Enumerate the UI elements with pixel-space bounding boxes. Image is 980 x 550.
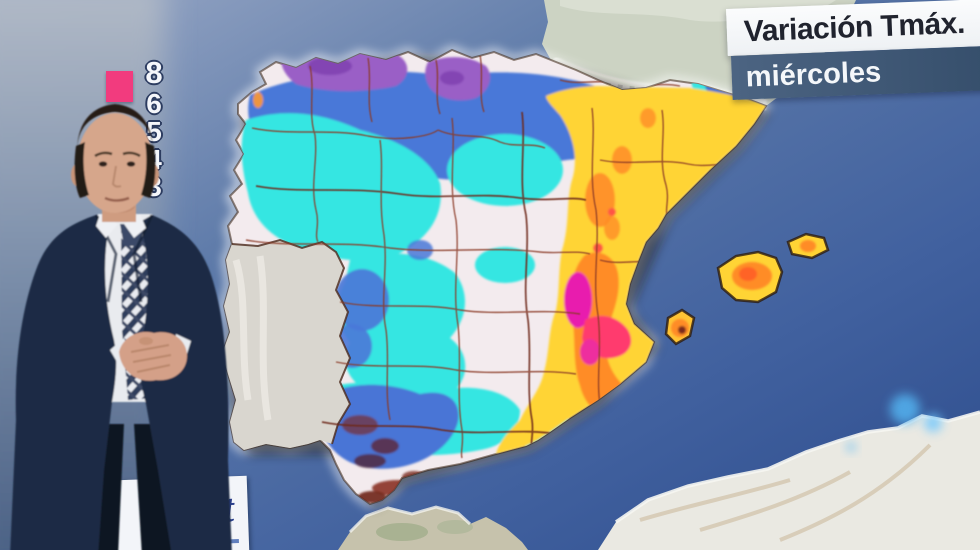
portugal-land: [222, 238, 352, 450]
presenter-hair: [74, 142, 89, 198]
temperature-regions: [241, 50, 766, 503]
scale-value: 8: [145, 55, 163, 90]
day-banner-text: miércoles: [745, 55, 882, 93]
day-banner: miércoles: [731, 45, 980, 100]
balearic-hotspots: [671, 240, 816, 337]
weather-presenter: [10, 104, 232, 550]
presenter-collar: [96, 214, 118, 238]
presenter-head: [77, 113, 153, 213]
africa-land: [338, 394, 980, 550]
presenter-collar: [124, 214, 146, 238]
presenter-hands: [119, 331, 187, 381]
presenter-hair: [141, 142, 156, 198]
presenter-hair: [77, 104, 153, 152]
province-borders: [245, 54, 735, 459]
presenter-suit: [139, 215, 232, 550]
scale-value: 6: [146, 88, 162, 119]
title-banner-text: Variación Tmáx.: [743, 6, 966, 48]
scale-swatch: [106, 71, 133, 102]
presenter-suit: [10, 215, 117, 550]
scale-value: 5: [146, 116, 162, 147]
